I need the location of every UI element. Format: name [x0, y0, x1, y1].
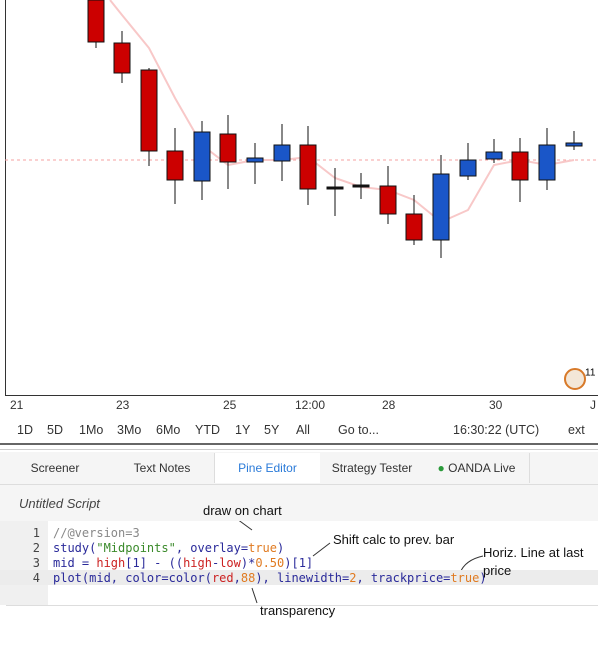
time-label: J: [590, 398, 596, 412]
range-button[interactable]: YTD: [195, 423, 220, 437]
tab[interactable]: Text Notes: [110, 453, 215, 483]
code-token: "Midpoints": [96, 541, 176, 555]
candle-body: [299, 144, 317, 190]
tab[interactable]: ● OANDA Live: [424, 453, 530, 483]
badge: 11: [585, 368, 596, 379]
code-token: ), linewidth=: [255, 571, 350, 585]
code-token: , trackprice=: [356, 571, 451, 585]
candle-body: [246, 157, 264, 163]
code-token: , overlay=: [175, 541, 249, 555]
range-button[interactable]: 6Mo: [156, 423, 181, 437]
candle-body: [352, 184, 370, 188]
time-label: 28: [382, 398, 396, 412]
toolbar-goto[interactable]: Go to...: [338, 423, 379, 437]
toolbar-ext[interactable]: ext: [568, 423, 585, 437]
broker-logo: [564, 368, 586, 390]
code-token: plot(mid, color=color(: [53, 571, 212, 585]
line-number: 2: [32, 541, 40, 555]
candle-body: [219, 133, 237, 163]
candle-body: [140, 69, 158, 152]
tab[interactable]: Screener: [0, 453, 111, 483]
time-label: 30: [489, 398, 503, 412]
candle-body: [113, 42, 131, 74]
tab-label: OANDA Live: [448, 461, 516, 475]
range-button[interactable]: 1D: [17, 423, 33, 437]
candles: [87, 0, 583, 258]
range-button[interactable]: 3Mo: [117, 423, 142, 437]
code-token: ): [277, 541, 285, 555]
gutter: [0, 521, 48, 605]
code-token: )[1]: [284, 556, 314, 570]
code-line: //@version=3: [53, 526, 140, 540]
tab[interactable]: Strategy Tester: [320, 453, 425, 483]
code-token: true: [450, 571, 480, 585]
current-line: [0, 570, 598, 585]
code-line: mid = high[1] - ((high-low)*0.50)[1]: [53, 556, 313, 570]
time-label: 25: [223, 398, 237, 412]
code-token: -: [211, 556, 220, 570]
range-button[interactable]: All: [296, 423, 310, 437]
code-token: true: [248, 541, 277, 555]
code-token: ): [479, 571, 487, 585]
range-button[interactable]: 5Y: [264, 423, 280, 437]
code-token: high: [96, 556, 126, 570]
editor-bottom: [6, 605, 598, 606]
range-button[interactable]: 1Mo: [79, 423, 104, 437]
candle-body: [87, 0, 105, 43]
line-number: 3: [32, 556, 40, 570]
script-title: Untitled Script: [19, 496, 100, 511]
candle-body: [193, 131, 211, 182]
code-token: red: [211, 571, 234, 585]
candle-body: [166, 150, 184, 181]
candle-body: [459, 159, 477, 177]
code-token: )*: [240, 556, 256, 570]
code-token: //@version=3: [53, 526, 140, 540]
candle-body: [511, 151, 529, 181]
candle-body: [485, 151, 503, 160]
range-button[interactable]: 1Y: [235, 423, 251, 437]
annotation: transparency: [260, 603, 336, 618]
pointer: [312, 542, 331, 557]
candle-body: [379, 185, 397, 215]
code-line: plot(mid, color=color(red,88), linewidth…: [53, 571, 487, 585]
code-token: low: [219, 556, 241, 570]
candle-body: [538, 144, 556, 181]
line-number: 1: [32, 526, 40, 540]
code-token: high: [183, 556, 212, 570]
line-number: 4: [32, 571, 40, 585]
range-button[interactable]: 5D: [47, 423, 63, 437]
tab-active[interactable]: Pine Editor: [214, 453, 321, 483]
toolbar-clock: 16:30:22 (UTC): [453, 423, 540, 437]
time-label: 23: [116, 398, 130, 412]
annotation: Shift calc to prev. bar: [333, 532, 455, 547]
code-token: 0.50: [255, 556, 285, 570]
candle-body: [273, 144, 291, 162]
candle-body: [326, 186, 344, 190]
candle-body: [405, 213, 423, 241]
code-line: study("Midpoints", overlay=true): [53, 541, 284, 555]
candle-body: [432, 173, 450, 241]
code-token: 2: [349, 571, 357, 585]
code-token: study(: [53, 541, 97, 555]
code-token: 88: [240, 571, 256, 585]
annotation: price: [483, 563, 512, 578]
time-label: 12:00: [295, 398, 326, 412]
annotation: Horiz. Line at last: [483, 545, 584, 560]
pointer: [251, 587, 258, 604]
time-label: 21: [10, 398, 24, 412]
code-token: ,: [233, 571, 241, 585]
code-token: mid =: [53, 556, 97, 570]
code-token: [1] - ((: [125, 556, 184, 570]
annotation: draw on chart: [203, 503, 282, 518]
editor-header: [0, 485, 598, 521]
candle-body: [565, 142, 583, 147]
